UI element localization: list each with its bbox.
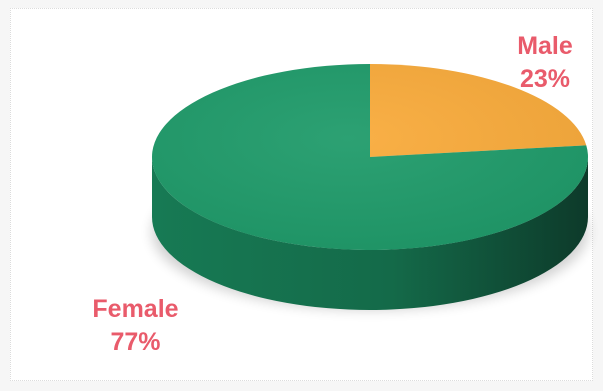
male-label: Male 23%: [500, 30, 590, 96]
female-category-text: Female: [92, 295, 179, 323]
male-category-text: Male: [517, 32, 573, 60]
male-percent-text: 23%: [519, 65, 571, 93]
pie-body: [152, 64, 589, 310]
pie-side-wall: [152, 157, 588, 310]
female-label: Female 77%: [78, 293, 193, 359]
pie-top-shading: [152, 64, 588, 250]
female-percent-text: 77%: [110, 328, 161, 356]
